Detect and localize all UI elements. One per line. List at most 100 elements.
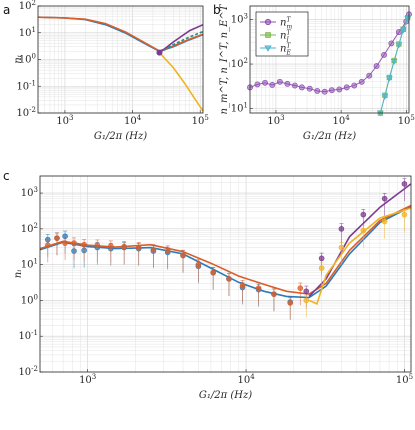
y-tick-label: 102 [21, 222, 38, 235]
legend-marker [264, 18, 272, 26]
series-line-purple [308, 183, 412, 297]
data-point [360, 227, 367, 234]
data-point [303, 288, 310, 295]
panel-c: 103 104 105 10-2 10-1 100 101 102 103 G₁/2π (Hz) n… [3, 169, 413, 401]
x-tick-label: 105 [396, 373, 413, 386]
y-tick-label: 10-1 [16, 79, 36, 92]
y-tick-label: 103 [21, 186, 38, 199]
data-point [366, 72, 373, 79]
panel-label: b [213, 3, 221, 17]
y-tick-label: 10-2 [16, 106, 36, 119]
data-point [351, 82, 358, 89]
data-point [284, 80, 291, 87]
data-point [318, 255, 325, 262]
grid-lines [39, 175, 411, 373]
y-tick-label: 10-2 [18, 365, 38, 378]
y-tick-label: 101 [19, 26, 36, 39]
data-point [94, 242, 101, 248]
data-point [390, 58, 398, 65]
plot-frame [249, 5, 410, 114]
y-tick-label: 101 [231, 102, 248, 115]
data-point [358, 78, 365, 85]
data-point [81, 241, 87, 248]
y-tick-label: 10-1 [18, 329, 38, 342]
y-tick-label: 100 [19, 53, 36, 66]
data-point [303, 297, 310, 304]
x-tick-label: 105 [192, 114, 209, 127]
series-line-orange [37, 16, 204, 52]
data-point [254, 81, 261, 88]
x-tick-label: 104 [333, 114, 351, 127]
panel-b: 103 104 105 101 102 103 G₁/2π (Hz) n_m^T, n_I^T… [213, 3, 415, 142]
data-point [381, 195, 388, 202]
legend-box [255, 11, 309, 57]
data-point [395, 42, 403, 49]
data-point [360, 211, 367, 218]
data-point [276, 78, 283, 85]
series-line-blue [37, 16, 204, 53]
data-point [210, 269, 216, 276]
data-point [262, 79, 268, 86]
data-point [271, 291, 277, 297]
legend-marker [264, 45, 272, 52]
data-point [395, 29, 402, 36]
data-point [314, 87, 321, 94]
legend: nT mnT InT E [255, 11, 309, 57]
x-axis-label: G₁/2π (Hz) [199, 390, 252, 401]
y-axis-label: nᵢ [13, 270, 24, 278]
x-axis-label: G₁/2π (Hz) [94, 131, 147, 142]
plot-frame [39, 175, 412, 373]
data-point [269, 82, 276, 88]
data-point [328, 87, 335, 94]
y-tick-label: 103 [231, 12, 248, 25]
data-point [318, 265, 325, 271]
data-point [381, 218, 388, 225]
y-tick-label: 102 [231, 57, 248, 70]
series-line-yellow [158, 52, 204, 112]
x-tick-label: 104 [237, 373, 255, 386]
y-tick-label: 100 [21, 293, 38, 306]
y-tick-label: 101 [21, 258, 38, 271]
data-point [298, 84, 305, 91]
x-tick-label: 103 [79, 373, 96, 386]
data-point [62, 240, 68, 246]
data-point [321, 88, 328, 95]
data-point [306, 85, 313, 92]
series-line-purple [159, 23, 204, 54]
legend-marker [265, 32, 271, 38]
data-point [343, 84, 350, 91]
data-point [336, 86, 343, 93]
panel-label: a [3, 3, 10, 17]
data-point [150, 246, 157, 253]
x-tick-label: 104 [124, 114, 142, 127]
y-tick-label: 102 [19, 0, 36, 12]
data-point [385, 75, 393, 82]
data-point [226, 276, 232, 282]
x-tick-label: 105 [398, 114, 415, 127]
data-point [297, 285, 304, 291]
legend-label: nT m [280, 17, 292, 31]
marker-point [156, 49, 163, 56]
data-point [239, 282, 246, 289]
series-line-blue [39, 205, 412, 299]
grid-lines [249, 5, 409, 114]
legend-label: nT I [280, 30, 291, 44]
x-tick-label: 103 [267, 114, 284, 127]
data-point [373, 63, 380, 70]
data-point [121, 243, 127, 250]
series-line-teal [159, 30, 204, 54]
data-point [195, 261, 202, 268]
y-axis-label: nᵢ [13, 55, 24, 63]
data-point [44, 242, 51, 248]
data-point [71, 240, 77, 246]
data-point [108, 243, 114, 249]
data-point [381, 93, 389, 100]
x-axis-label: G₁/2π (Hz) [303, 131, 356, 142]
data-point [135, 244, 142, 251]
data-point [287, 300, 294, 306]
y-axis-label: n_m^T, n_I^T, n_E^T [219, 3, 230, 114]
data-point [388, 40, 395, 47]
data-point [401, 211, 408, 218]
data-point [255, 285, 262, 291]
data-point [54, 235, 60, 241]
